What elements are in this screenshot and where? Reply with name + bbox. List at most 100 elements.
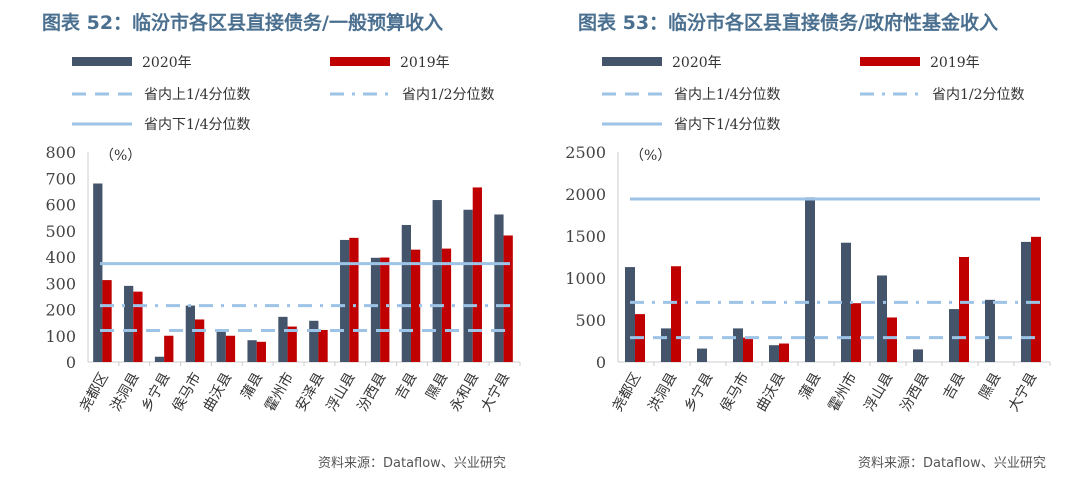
x-tick-label: 吉县	[393, 370, 421, 402]
chart-title-right: 图表 53：临汾市各区县直接债务/政府性基金收入	[578, 12, 998, 34]
legend-ref-label-2: 省内下1/4分位数	[674, 117, 781, 133]
source-right: 资料来源：Dataflow、兴业研究	[858, 456, 1046, 471]
bar-2020	[185, 305, 195, 362]
legend-swatch-0	[602, 57, 662, 66]
bar-2019	[887, 317, 897, 362]
chart-title-left: 图表 52：临汾市各区县直接债务/一般预算收入	[42, 12, 443, 34]
y-tick-label: 500	[575, 311, 606, 330]
x-tick-label: 霍州市	[825, 370, 861, 415]
legend-label-1: 2019年	[930, 55, 980, 71]
bar-2020	[93, 183, 103, 362]
x-tick-label: 隰县	[423, 370, 451, 402]
unit-label: （%）	[630, 148, 671, 164]
bar-2020	[625, 267, 635, 362]
bar-2019	[472, 187, 482, 362]
legend-ref-label-0: 省内上1/4分位数	[144, 87, 251, 103]
legend-ref-label-1: 省内1/2分位数	[402, 87, 495, 103]
bar-2020	[769, 345, 779, 362]
bar-2020	[401, 224, 411, 362]
bar-2020	[340, 239, 350, 362]
bar-2019	[959, 257, 969, 362]
x-tick-label: 大宁县	[1005, 370, 1041, 415]
y-tick-label: 1500	[565, 227, 606, 246]
y-tick-label: 400	[45, 248, 76, 267]
bar-2019	[411, 249, 421, 362]
legend-label-1: 2019年	[400, 55, 450, 71]
x-tick-label: 尧都区	[77, 370, 112, 414]
x-tick-label: 永和县	[447, 370, 482, 414]
bar-2019	[743, 337, 753, 362]
y-tick-label: 0	[596, 353, 606, 372]
bar-2019	[256, 341, 266, 362]
bar-2020	[841, 242, 851, 362]
bar-2020	[278, 316, 288, 362]
x-tick-label: 侯马市	[717, 370, 753, 415]
bar-2020	[154, 356, 165, 362]
x-tick-label: 尧都区	[610, 370, 645, 414]
unit-label: （%）	[100, 148, 141, 164]
x-tick-label: 曲沃县	[200, 370, 235, 414]
bar-2020	[805, 197, 815, 362]
x-tick-label: 乡宁县	[138, 370, 174, 415]
x-tick-label: 霍州市	[261, 370, 297, 415]
bar-2020	[697, 348, 707, 362]
bar-2020	[733, 328, 743, 362]
x-tick-label: 大宁县	[477, 370, 513, 415]
bar-2019	[779, 343, 789, 362]
bar-2019	[225, 335, 236, 362]
source-left: 资料来源：Dataflow、兴业研究	[318, 456, 506, 471]
bar-2019	[851, 303, 861, 362]
y-tick-label: 300	[45, 274, 76, 293]
bar-2019	[441, 248, 452, 362]
legend-ref-label-2: 省内下1/4分位数	[144, 117, 251, 133]
bar-2019	[318, 329, 328, 362]
x-tick-label: 汾西县	[898, 370, 933, 414]
x-tick-label: 侯马市	[169, 370, 205, 415]
legend-label-0: 2020年	[142, 55, 192, 71]
bar-2020	[216, 331, 226, 362]
bar-2019	[671, 266, 681, 362]
bar-2020	[309, 320, 319, 362]
bar-2019	[503, 235, 513, 362]
x-tick-label: 洪洞县	[646, 370, 681, 414]
y-tick-label: 2500	[565, 143, 606, 162]
bar-2020	[913, 349, 923, 362]
bar-2020	[877, 275, 887, 362]
bar-2019	[1031, 236, 1041, 362]
bar-2020	[432, 200, 442, 362]
x-tick-label: 吉县	[941, 370, 969, 402]
bar-2020	[949, 309, 959, 362]
bar-2020	[247, 340, 257, 362]
x-tick-label: 曲沃县	[754, 370, 789, 414]
x-tick-label: 乡宁县	[681, 370, 717, 415]
bar-2020	[463, 209, 473, 362]
y-tick-label: 200	[45, 301, 76, 320]
bar-2019	[380, 257, 390, 362]
bar-2020	[661, 328, 671, 362]
bar-2019	[133, 291, 143, 362]
legend-ref-label-1: 省内1/2分位数	[932, 87, 1025, 103]
x-tick-label: 隰县	[977, 370, 1005, 402]
bar-2019	[287, 326, 297, 362]
legend-swatch-1	[330, 57, 390, 66]
x-tick-label: 浮山县	[862, 370, 897, 414]
x-tick-label: 安泽县	[293, 370, 328, 414]
x-tick-label: 蒲县	[797, 370, 825, 402]
bar-2019	[102, 280, 112, 362]
y-tick-label: 100	[45, 327, 76, 346]
legend-swatch-0	[72, 57, 132, 66]
bar-2020	[124, 285, 134, 362]
bar-2020	[985, 299, 995, 362]
bar-2020	[494, 214, 504, 362]
legend-label-0: 2020年	[672, 55, 722, 71]
y-tick-label: 0	[66, 353, 76, 372]
y-tick-label: 1000	[565, 269, 606, 288]
y-tick-label: 600	[45, 196, 76, 215]
x-tick-label: 浮山县	[324, 370, 359, 414]
bar-2019	[349, 237, 359, 362]
y-tick-label: 500	[45, 222, 76, 241]
y-tick-label: 700	[45, 169, 76, 188]
bar-2019	[195, 319, 205, 362]
legend-swatch-1	[860, 57, 920, 66]
